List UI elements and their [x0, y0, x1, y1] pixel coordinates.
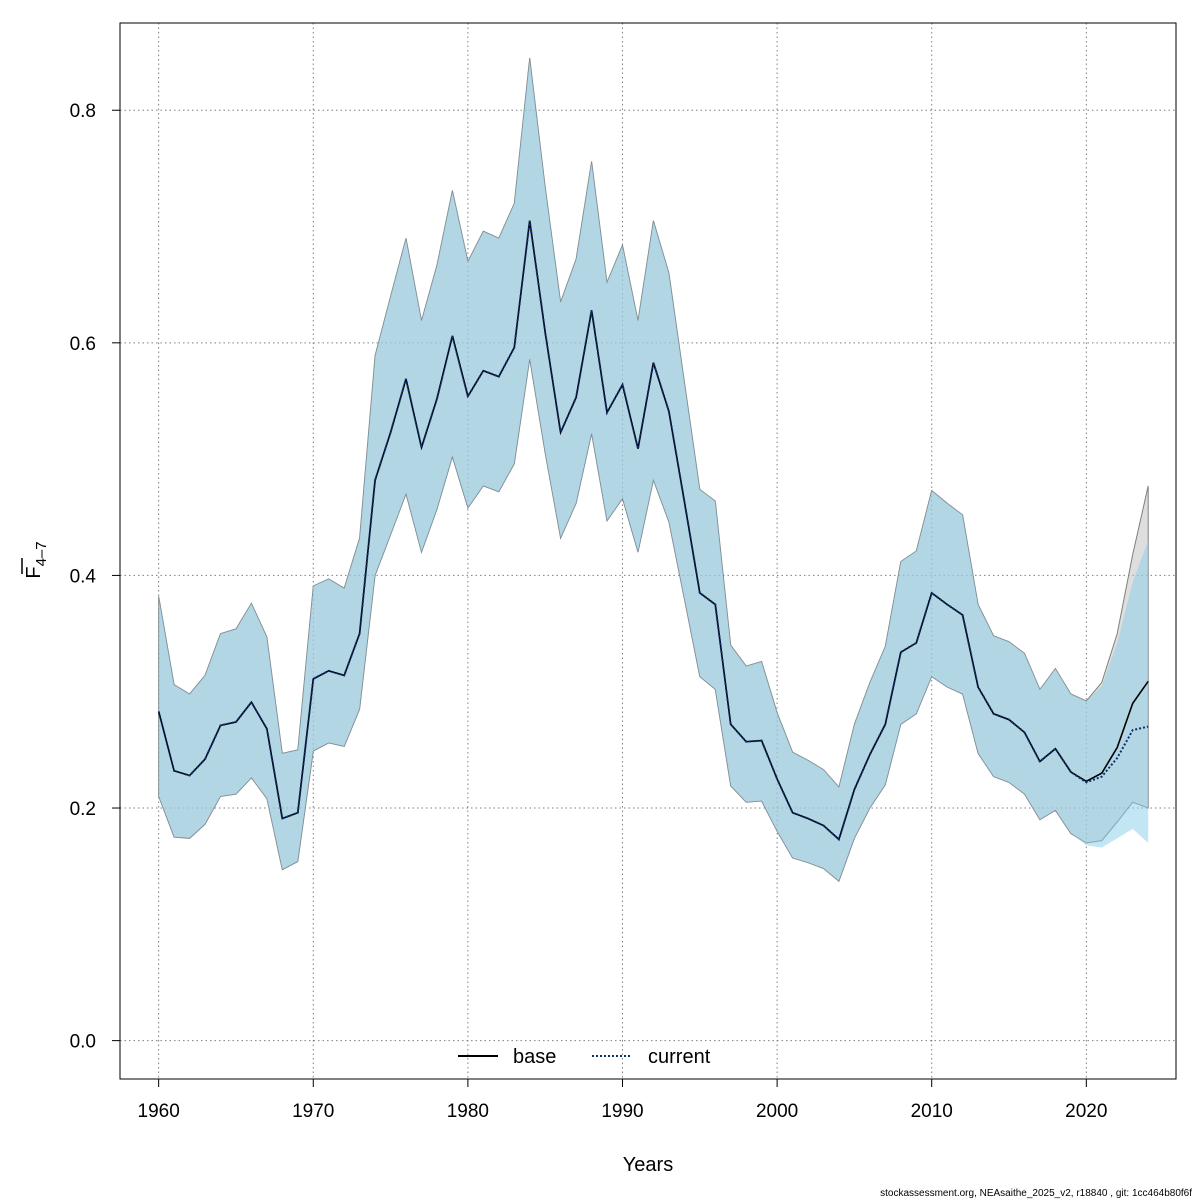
footer-credit: stockassessment.org, NEAsaithe_2025_v2, … [880, 1188, 1192, 1199]
legend: base current [458, 1046, 711, 1068]
x-tick-label: 1980 [447, 1101, 489, 1122]
y-tick-label: 0.8 [70, 101, 96, 122]
y-axis: 0.0 0.2 0.4 0.6 0.8 [70, 101, 120, 1053]
grid [120, 23, 1176, 1079]
legend-label-current: current [648, 1046, 711, 1068]
y-tick-label: 0.2 [70, 799, 96, 820]
legend-label-base: base [513, 1046, 556, 1068]
y-tick-label: 0.4 [70, 566, 97, 587]
series-line-current [157, 220, 1149, 842]
x-tick-label: 2000 [756, 1101, 798, 1122]
y-tick-label: 0.6 [70, 334, 96, 355]
confidence-band-current [158, 57, 1149, 882]
svg-text:F4–7: F4–7 [23, 541, 50, 578]
y-axis-title-main: F [23, 566, 45, 578]
y-axis-title-subscript: 4–7 [33, 541, 50, 566]
y-tick-label: 0.0 [70, 1032, 96, 1053]
series-lines [157, 220, 1149, 842]
confidence-bands [158, 57, 1149, 883]
x-axis-title: Years [623, 1154, 673, 1176]
x-tick-label: 2020 [1065, 1101, 1107, 1122]
x-tick-label: 1990 [601, 1101, 643, 1122]
x-tick-label: 1960 [138, 1101, 180, 1122]
plot-frame [119, 22, 1177, 1080]
x-axis: 1960 1970 1980 1990 2000 2010 2020 [138, 1078, 1107, 1122]
x-tick-label: 2010 [911, 1101, 953, 1122]
y-axis-title: F4–7 [21, 541, 50, 579]
x-tick-label: 1970 [292, 1101, 334, 1122]
